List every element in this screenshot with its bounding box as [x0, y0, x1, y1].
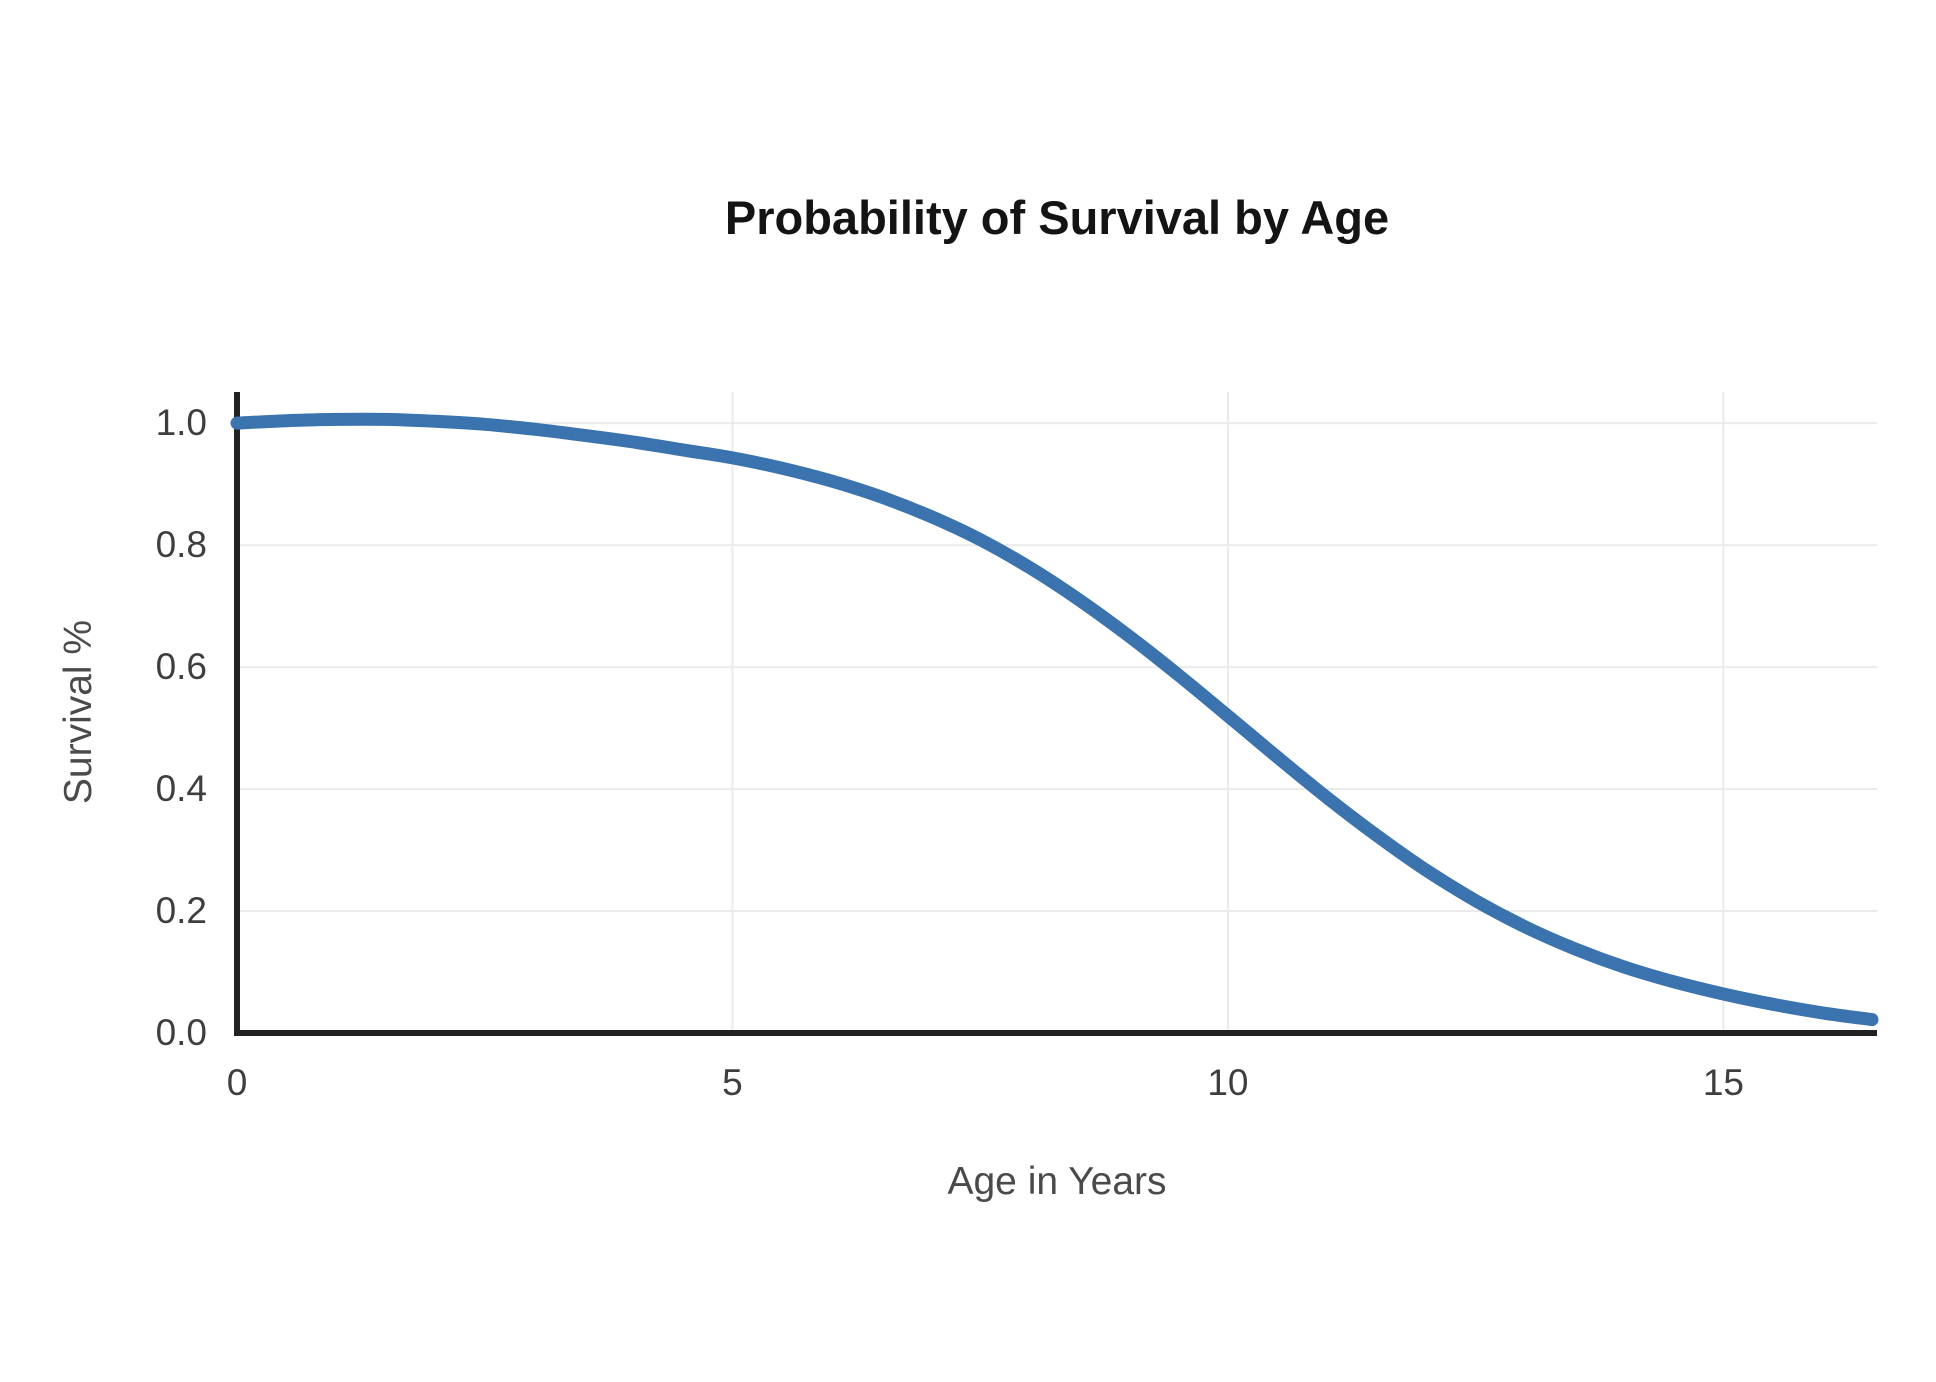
x-axis-title: Age in Years — [947, 1160, 1167, 1203]
x-tick-label: 0 — [226, 1062, 248, 1103]
survival-curve — [230, 412, 1879, 1027]
chart-title: Probability of Survival by Age — [724, 191, 1390, 244]
y-tick-label: 0.4 — [155, 768, 207, 810]
y-tick-label: 0.8 — [155, 524, 207, 566]
y-axis-title: Survival % — [57, 619, 100, 805]
x-tick-label: 10 — [1207, 1062, 1249, 1103]
x-tick-label: 15 — [1702, 1062, 1744, 1103]
y-tick-label: 0.2 — [155, 890, 207, 932]
y-tick-label: 1.0 — [155, 402, 207, 444]
x-tick-label: 5 — [722, 1062, 743, 1103]
y-tick-label: 0.6 — [155, 646, 207, 688]
y-tick-label: 0.0 — [155, 1012, 207, 1053]
